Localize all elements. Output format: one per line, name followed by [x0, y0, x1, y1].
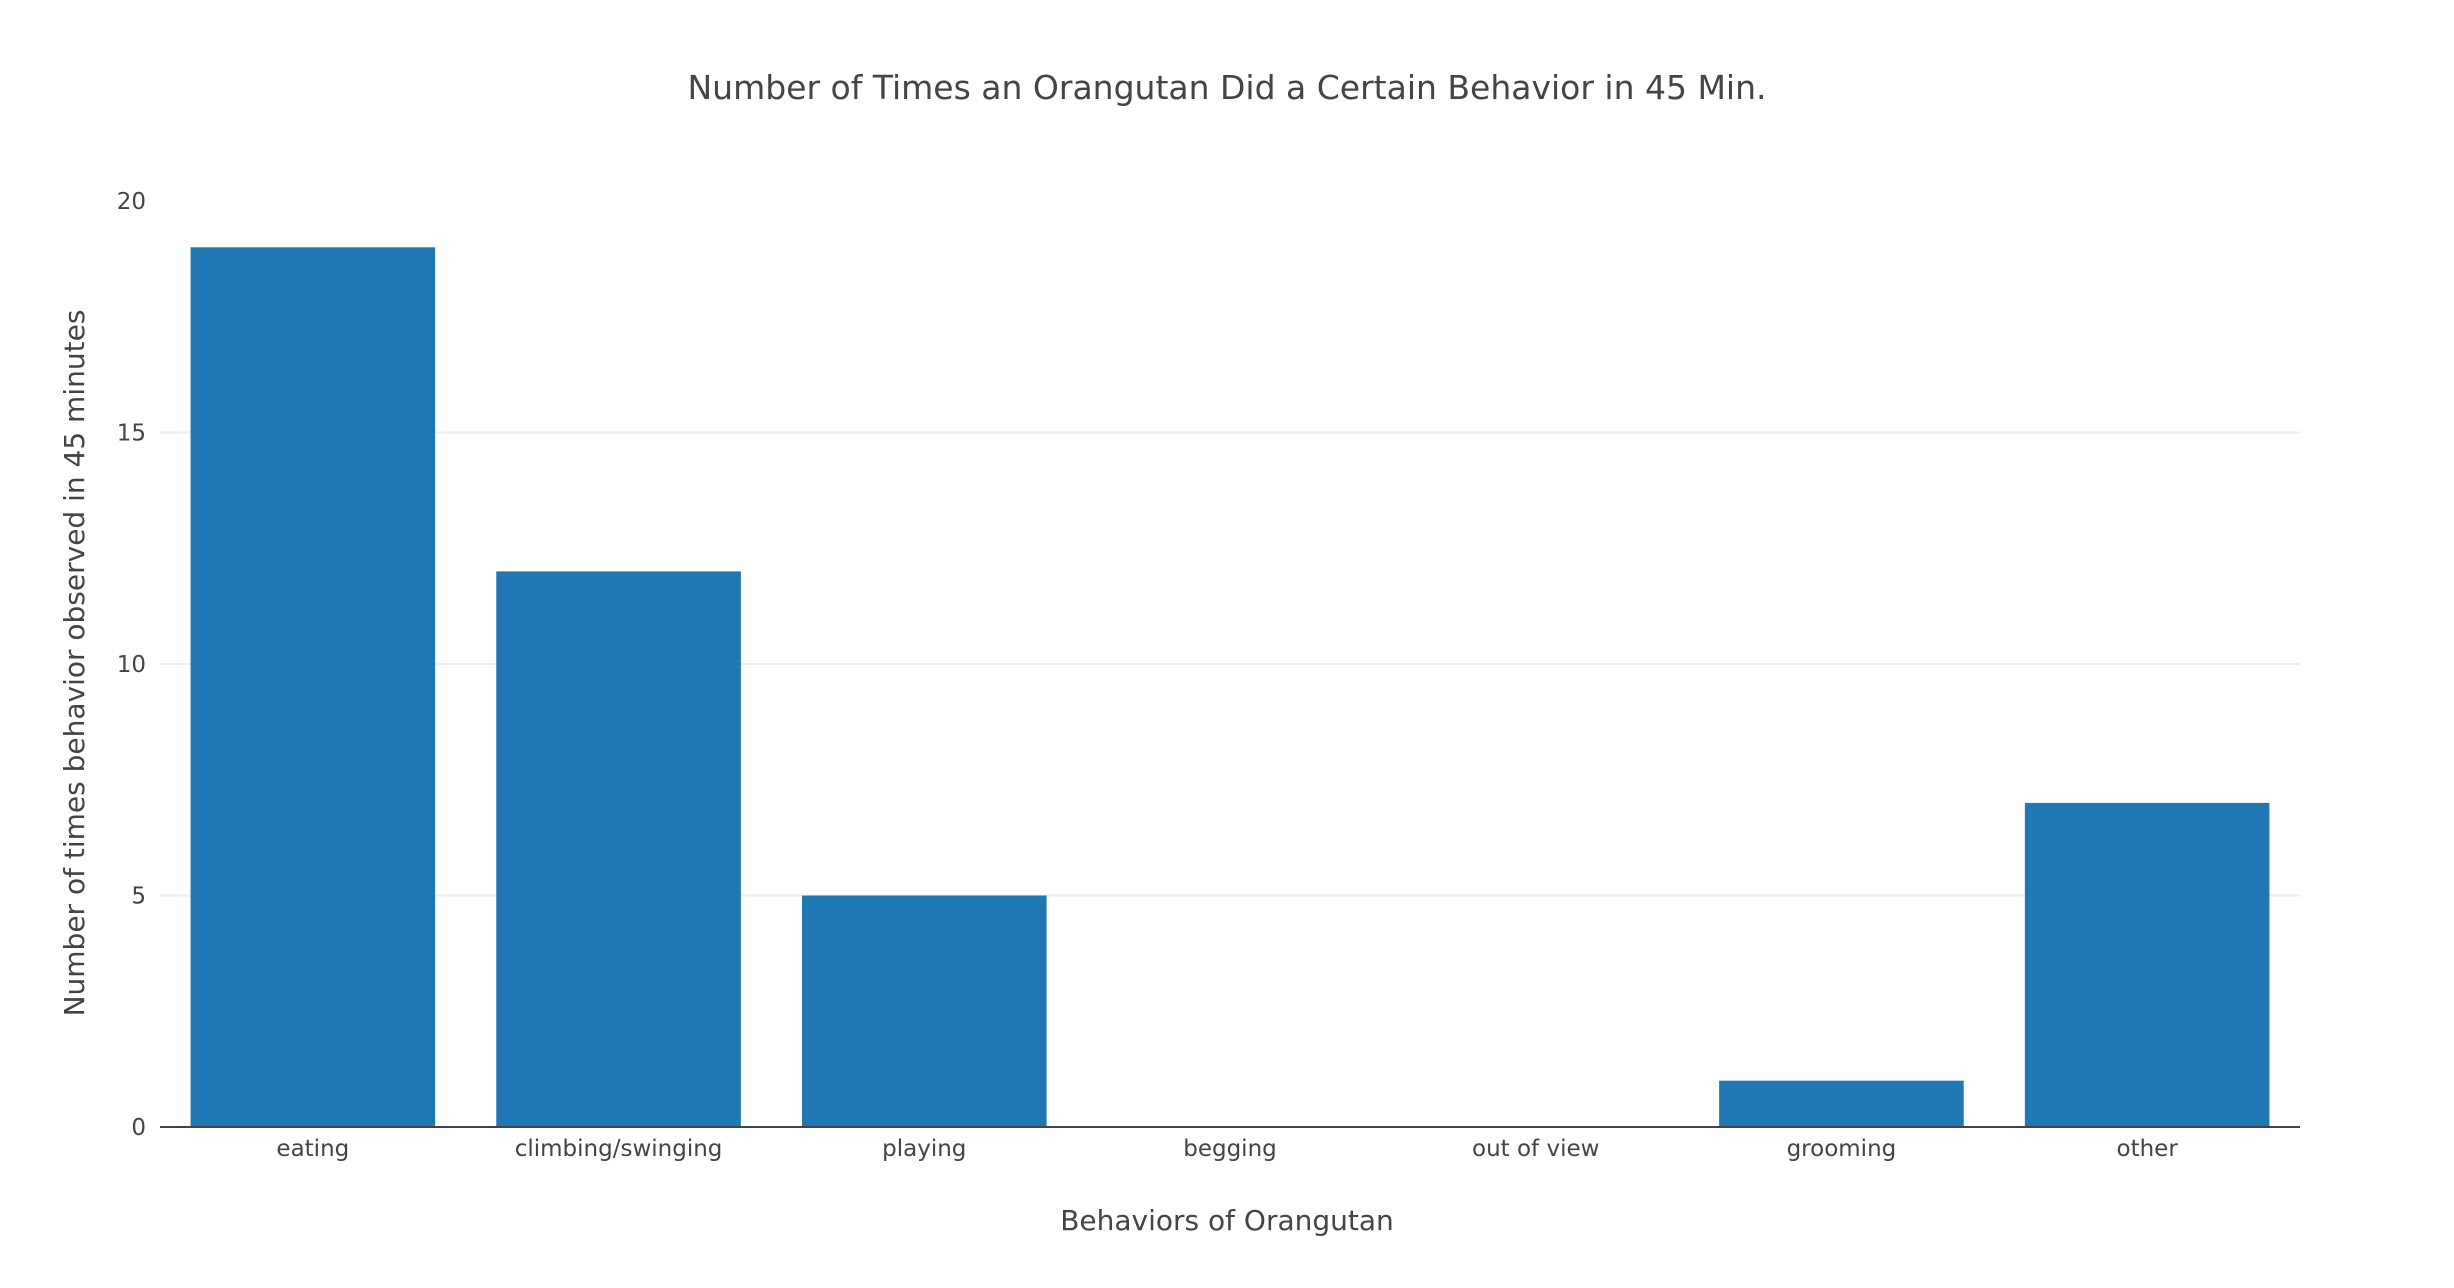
- bar-playing[interactable]: [802, 895, 1047, 1128]
- x-tick-label: eating: [276, 1136, 349, 1162]
- x-tick-label: playing: [882, 1136, 966, 1162]
- bar-other[interactable]: [2024, 802, 2270, 1127]
- x-tick-label: begging: [1183, 1136, 1277, 1162]
- x-tick-label: out of view: [1472, 1136, 1599, 1162]
- y-tick-label: 10: [117, 652, 146, 678]
- x-tick-label: grooming: [1787, 1136, 1897, 1162]
- chart-title: Number of Times an Orangutan Did a Certa…: [687, 68, 1766, 107]
- y-tick-label: 0: [131, 1115, 146, 1141]
- y-tick-labels: 0 5 10 15 20: [117, 189, 146, 1141]
- bars: [190, 247, 2270, 1128]
- bar-grooming[interactable]: [1719, 1080, 1964, 1127]
- x-tick-labels: eating climbing/swinging playing begging out…: [276, 1136, 2178, 1162]
- y-tick-label: 15: [117, 421, 146, 447]
- bar-eating[interactable]: [190, 247, 436, 1128]
- bar-climbing-swinging[interactable]: [496, 571, 741, 1127]
- y-axis-title: Number of times behavior observed in 45 …: [58, 310, 91, 1017]
- y-tick-label: 5: [131, 884, 146, 910]
- y-tick-label: 20: [117, 189, 146, 215]
- x-axis-title: Behaviors of Orangutan: [1060, 1204, 1394, 1237]
- x-tick-label: other: [2117, 1136, 2179, 1162]
- x-tick-label: climbing/swinging: [515, 1136, 723, 1162]
